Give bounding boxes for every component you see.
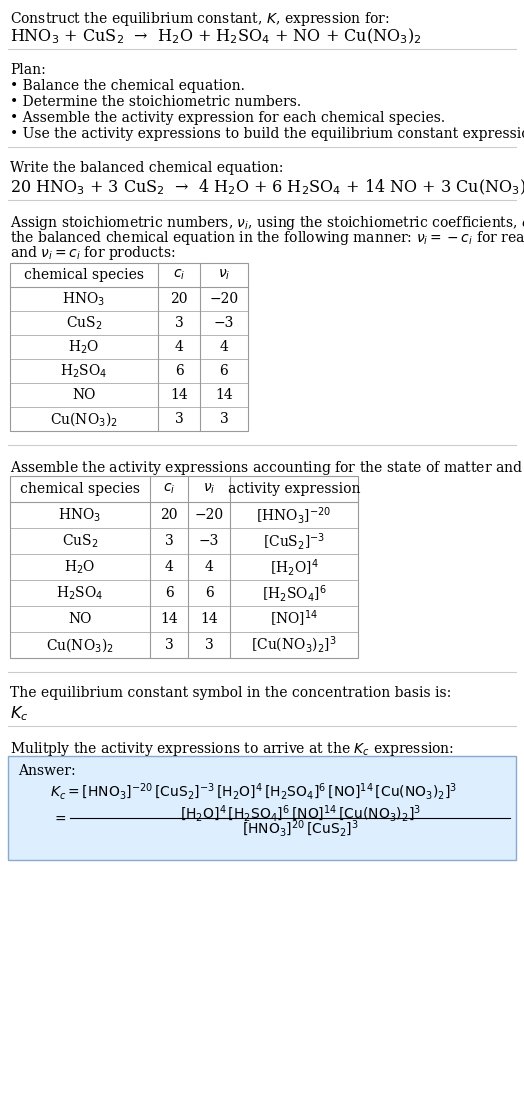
Text: 4: 4 (204, 560, 213, 574)
Text: Cu(NO$_3$)$_2$: Cu(NO$_3$)$_2$ (46, 636, 114, 654)
Text: HNO$_3$: HNO$_3$ (62, 290, 105, 308)
Text: 6: 6 (165, 586, 173, 600)
Text: H$_2$SO$_4$: H$_2$SO$_4$ (60, 362, 108, 379)
Text: chemical species: chemical species (24, 268, 144, 282)
Text: • Assemble the activity expression for each chemical species.: • Assemble the activity expression for e… (10, 111, 445, 125)
Text: chemical species: chemical species (20, 482, 140, 496)
Text: Construct the equilibrium constant, $K$, expression for:: Construct the equilibrium constant, $K$,… (10, 10, 390, 28)
Text: 14: 14 (215, 388, 233, 401)
Text: NO: NO (68, 612, 92, 627)
Text: CuS$_2$: CuS$_2$ (62, 533, 98, 549)
Text: • Determine the stoichiometric numbers.: • Determine the stoichiometric numbers. (10, 95, 301, 109)
Text: 6: 6 (205, 586, 213, 600)
Text: Cu(NO$_3$)$_2$: Cu(NO$_3$)$_2$ (50, 410, 118, 428)
Text: 6: 6 (174, 364, 183, 378)
Text: 20: 20 (160, 508, 178, 522)
Text: $c_i$: $c_i$ (173, 268, 185, 282)
Text: [CuS$_2$]$^{-3}$: [CuS$_2$]$^{-3}$ (263, 531, 325, 552)
Text: 3: 3 (174, 413, 183, 426)
Text: [H$_2$O]$^4$: [H$_2$O]$^4$ (270, 557, 319, 578)
Text: NO: NO (72, 388, 96, 401)
Text: 3: 3 (174, 315, 183, 330)
Text: 14: 14 (200, 612, 218, 627)
Text: $K_c$: $K_c$ (10, 704, 28, 722)
Text: 3: 3 (165, 534, 173, 548)
Text: $K_c = [\mathrm{HNO_3}]^{-20}\,[\mathrm{CuS_2}]^{-3}\,[\mathrm{H_2O}]^4\,[\mathr: $K_c = [\mathrm{HNO_3}]^{-20}\,[\mathrm{… (50, 782, 457, 802)
Text: 3: 3 (205, 638, 213, 652)
Text: [Cu(NO$_3$)$_2$]$^3$: [Cu(NO$_3$)$_2$]$^3$ (251, 635, 337, 655)
Text: $[\mathrm{H_2O}]^4\,[\mathrm{H_2SO_4}]^6\,[\mathrm{NO}]^{14}\,[\mathrm{Cu(NO_3)_: $[\mathrm{H_2O}]^4\,[\mathrm{H_2SO_4}]^6… (180, 804, 420, 824)
Text: H$_2$O: H$_2$O (64, 558, 96, 576)
Text: H$_2$SO$_4$: H$_2$SO$_4$ (56, 585, 104, 602)
Text: Mulitply the activity expressions to arrive at the $K_c$ expression:: Mulitply the activity expressions to arr… (10, 740, 454, 758)
Text: 4: 4 (174, 340, 183, 354)
Text: Assign stoichiometric numbers, $\nu_i$, using the stoichiometric coefficients, $: Assign stoichiometric numbers, $\nu_i$, … (10, 214, 524, 232)
Text: 14: 14 (170, 388, 188, 401)
Text: Assemble the activity expressions accounting for the state of matter and $\nu_i$: Assemble the activity expressions accoun… (10, 459, 524, 476)
Text: 4: 4 (220, 340, 228, 354)
Text: $\nu_i$: $\nu_i$ (218, 268, 230, 282)
Text: Plan:: Plan: (10, 63, 46, 77)
Text: HNO$_3$ + CuS$_2$  →  H$_2$O + H$_2$SO$_4$ + NO + Cu(NO$_3$)$_2$: HNO$_3$ + CuS$_2$ → H$_2$O + H$_2$SO$_4$… (10, 26, 421, 46)
Text: $=$: $=$ (52, 811, 67, 825)
Text: −20: −20 (210, 292, 238, 306)
Text: $\nu_i$: $\nu_i$ (203, 482, 215, 496)
Text: Write the balanced chemical equation:: Write the balanced chemical equation: (10, 161, 283, 175)
Text: −20: −20 (194, 508, 224, 522)
Text: 6: 6 (220, 364, 228, 378)
Text: [H$_2$SO$_4$]$^6$: [H$_2$SO$_4$]$^6$ (261, 582, 326, 603)
Text: • Use the activity expressions to build the equilibrium constant expression.: • Use the activity expressions to build … (10, 127, 524, 141)
Text: $[\mathrm{HNO_3}]^{20}\,[\mathrm{CuS_2}]^3$: $[\mathrm{HNO_3}]^{20}\,[\mathrm{CuS_2}]… (242, 820, 358, 839)
Text: • Balance the chemical equation.: • Balance the chemical equation. (10, 79, 245, 93)
Text: The equilibrium constant symbol in the concentration basis is:: The equilibrium constant symbol in the c… (10, 686, 451, 700)
Text: 3: 3 (165, 638, 173, 652)
Text: and $\nu_i = c_i$ for products:: and $\nu_i = c_i$ for products: (10, 244, 176, 263)
Text: activity expression: activity expression (228, 482, 361, 496)
Bar (10, 476, 358, 658)
Text: 4: 4 (165, 560, 173, 574)
Text: HNO$_3$: HNO$_3$ (59, 506, 102, 524)
Text: H$_2$O: H$_2$O (68, 339, 100, 355)
FancyBboxPatch shape (8, 756, 516, 860)
Text: Answer:: Answer: (18, 764, 75, 778)
Text: 14: 14 (160, 612, 178, 627)
Text: −3: −3 (214, 315, 234, 330)
Text: 20 HNO$_3$ + 3 CuS$_2$  →  4 H$_2$O + 6 H$_2$SO$_4$ + 14 NO + 3 Cu(NO$_3$)$_2$: 20 HNO$_3$ + 3 CuS$_2$ → 4 H$_2$O + 6 H$… (10, 178, 524, 197)
Text: [NO]$^{14}$: [NO]$^{14}$ (270, 609, 318, 629)
Bar (10, 263, 248, 431)
Text: 3: 3 (220, 413, 228, 426)
Text: CuS$_2$: CuS$_2$ (66, 314, 102, 332)
Text: −3: −3 (199, 534, 219, 548)
Text: 20: 20 (170, 292, 188, 306)
Text: $c_i$: $c_i$ (163, 482, 175, 496)
Text: [HNO$_3$]$^{-20}$: [HNO$_3$]$^{-20}$ (256, 504, 332, 525)
Text: the balanced chemical equation in the following manner: $\nu_i = -c_i$ for react: the balanced chemical equation in the fo… (10, 229, 524, 247)
